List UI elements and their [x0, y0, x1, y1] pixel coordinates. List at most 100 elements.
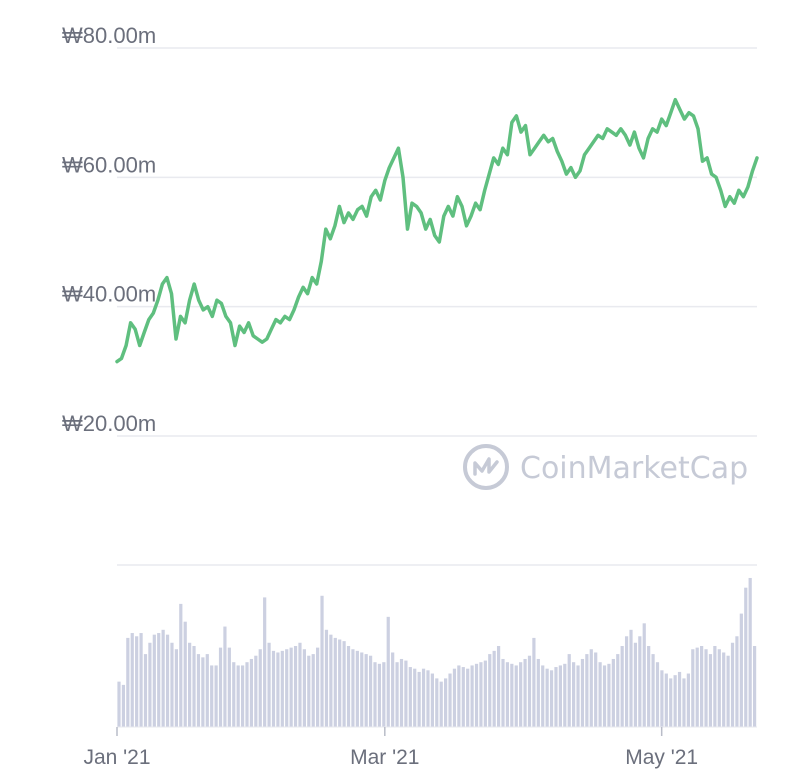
- volume-bar: [121, 684, 126, 727]
- watermark-text: CoinMarketCap: [520, 451, 748, 486]
- volume-bar: [541, 665, 545, 727]
- x-tick-label: Jan '21: [83, 746, 150, 769]
- volume-bar: [744, 587, 748, 727]
- volume-bar: [421, 668, 426, 727]
- volume-bar: [567, 654, 571, 727]
- volume-bar: [572, 662, 576, 727]
- volume-bar: [364, 654, 368, 727]
- volume-bar: [642, 623, 646, 727]
- volume-bar: [616, 654, 620, 727]
- volume-bar: [669, 678, 673, 727]
- x-axis-ticks: Jan '21 Mar '21 May '21: [83, 727, 698, 769]
- volume-bar: [549, 670, 554, 727]
- volume-bar: [704, 649, 708, 727]
- volume-bar: [536, 658, 540, 727]
- volume-bar: [563, 663, 567, 727]
- volume-bar: [117, 681, 121, 727]
- volume-bar: [179, 603, 183, 727]
- volume-bar: [333, 637, 337, 727]
- volume-bar: [165, 634, 170, 727]
- volume-bar: [130, 633, 134, 727]
- y-tick-label: ₩80.00m: [62, 23, 156, 48]
- volume-bar: [302, 649, 306, 727]
- volume-bar: [677, 671, 682, 727]
- volume-bar: [386, 616, 390, 727]
- volume-bar: [174, 649, 178, 727]
- volume-bar: [598, 662, 602, 727]
- volume-bar: [717, 649, 721, 727]
- volume-bar: [474, 663, 479, 727]
- volume-bar: [527, 655, 532, 727]
- volume-bar: [254, 655, 258, 727]
- volume-bar: [227, 647, 231, 727]
- volume-bar: [752, 646, 757, 727]
- volume-bar: [293, 646, 298, 727]
- volume-bar: [245, 662, 249, 727]
- price-line: [115, 97, 759, 364]
- volume-bar: [320, 595, 324, 727]
- volume-bar: [373, 662, 377, 727]
- volume-bar: [391, 652, 395, 727]
- volume-bar: [655, 662, 660, 727]
- volume-bar: [580, 658, 585, 727]
- volume-bar: [135, 636, 139, 727]
- volume-bar: [638, 636, 642, 727]
- volume-bar: [258, 649, 262, 727]
- volume-bar: [519, 662, 523, 727]
- y-tick-label: ₩40.00m: [62, 282, 156, 307]
- volume-bar: [558, 665, 562, 727]
- volume-bar: [324, 629, 329, 727]
- volume-bar: [426, 670, 430, 727]
- y-axis-ticks: ₩80.00m ₩60.00m ₩40.00m ₩20.00m: [62, 23, 156, 436]
- volume-bar: [624, 636, 629, 727]
- watermark: CoinMarketCap: [463, 444, 748, 490]
- volume-bar: [298, 642, 302, 727]
- volume-bar: [735, 636, 739, 727]
- volume-bar: [691, 649, 695, 727]
- volume-bar: [338, 639, 342, 727]
- volume-bar: [682, 678, 686, 727]
- volume-bar: [501, 658, 505, 727]
- volume-bar: [708, 654, 713, 727]
- volume-bar: [576, 665, 580, 727]
- volume-bar: [457, 665, 461, 727]
- volume-bar: [395, 662, 399, 727]
- volume-bar: [232, 662, 236, 727]
- volume-bar: [686, 673, 690, 727]
- volume-bar: [240, 665, 245, 727]
- volume-bar: [157, 633, 161, 727]
- volume-bar: [673, 675, 677, 727]
- volume-bar: [594, 652, 598, 727]
- volume-bar: [360, 652, 364, 727]
- volume-bar: [223, 626, 227, 727]
- x-tick-label: May '21: [625, 746, 698, 769]
- volume-bar: [700, 646, 704, 727]
- x-tick-label: Mar '21: [350, 746, 419, 769]
- volume-bar: [730, 642, 735, 727]
- volume-bar: [664, 673, 668, 727]
- volume-bar: [148, 642, 152, 727]
- volume-bar: [126, 637, 130, 727]
- volume-bar: [466, 668, 470, 727]
- volume-bar: [289, 647, 293, 727]
- volume-bar: [647, 646, 651, 727]
- volume-bar: [739, 613, 743, 727]
- volume-bar: [444, 678, 448, 727]
- volume-bar: [607, 663, 611, 727]
- volume-bar: [192, 646, 196, 727]
- y-tick-label: ₩60.00m: [62, 152, 156, 177]
- volume-bar: [205, 654, 209, 727]
- volume-bar: [368, 655, 373, 727]
- volume-bar: [620, 646, 624, 727]
- volume-bar: [342, 641, 346, 727]
- volume-bar: [316, 647, 320, 727]
- price-series: [115, 97, 759, 364]
- volume-bar: [143, 654, 148, 727]
- volume-bar: [377, 663, 382, 727]
- volume-bar: [311, 654, 315, 727]
- volume-bar: [611, 658, 615, 727]
- volume-bar: [276, 652, 280, 727]
- volume-bar: [382, 662, 386, 727]
- volume-bar: [589, 649, 593, 727]
- volume-bar: [602, 665, 607, 727]
